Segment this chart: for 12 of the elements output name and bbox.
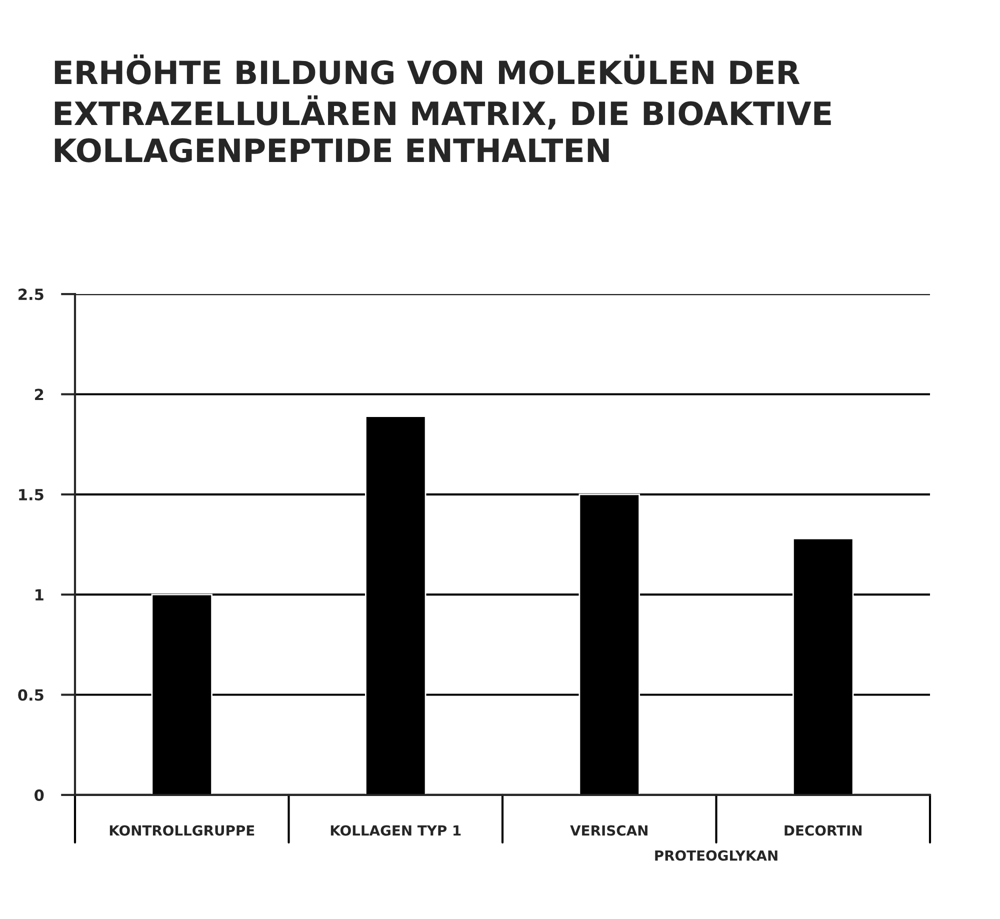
y-tick-label: 2.5 <box>18 288 44 300</box>
y-tick-label: 1 <box>36 589 44 600</box>
x-tick-label: KONTROLLGRUPPE <box>110 825 254 836</box>
x-tick-label: VERISCAN <box>570 825 648 836</box>
y-tick-label: 2 <box>35 388 44 400</box>
chart-title: ERHÖHTE BILDUNG VON MOLEKÜLEN DER EXTRAZELLULÄREN MATRIX, DIE BIOAKTIVE KOLLAGENPEPTIDE ENTHALTEN <box>54 54 831 162</box>
x-tick-label: DECORTIN <box>784 825 862 836</box>
x-tick-label: KOLLAGEN TYP 1 <box>330 825 461 836</box>
text: PROTEOGLYKAN <box>655 850 778 861</box>
y-tick-label: 0.5 <box>18 689 44 701</box>
y-tick-label: 1.5 <box>19 489 44 500</box>
y-tick-label: 0 <box>34 789 44 801</box>
